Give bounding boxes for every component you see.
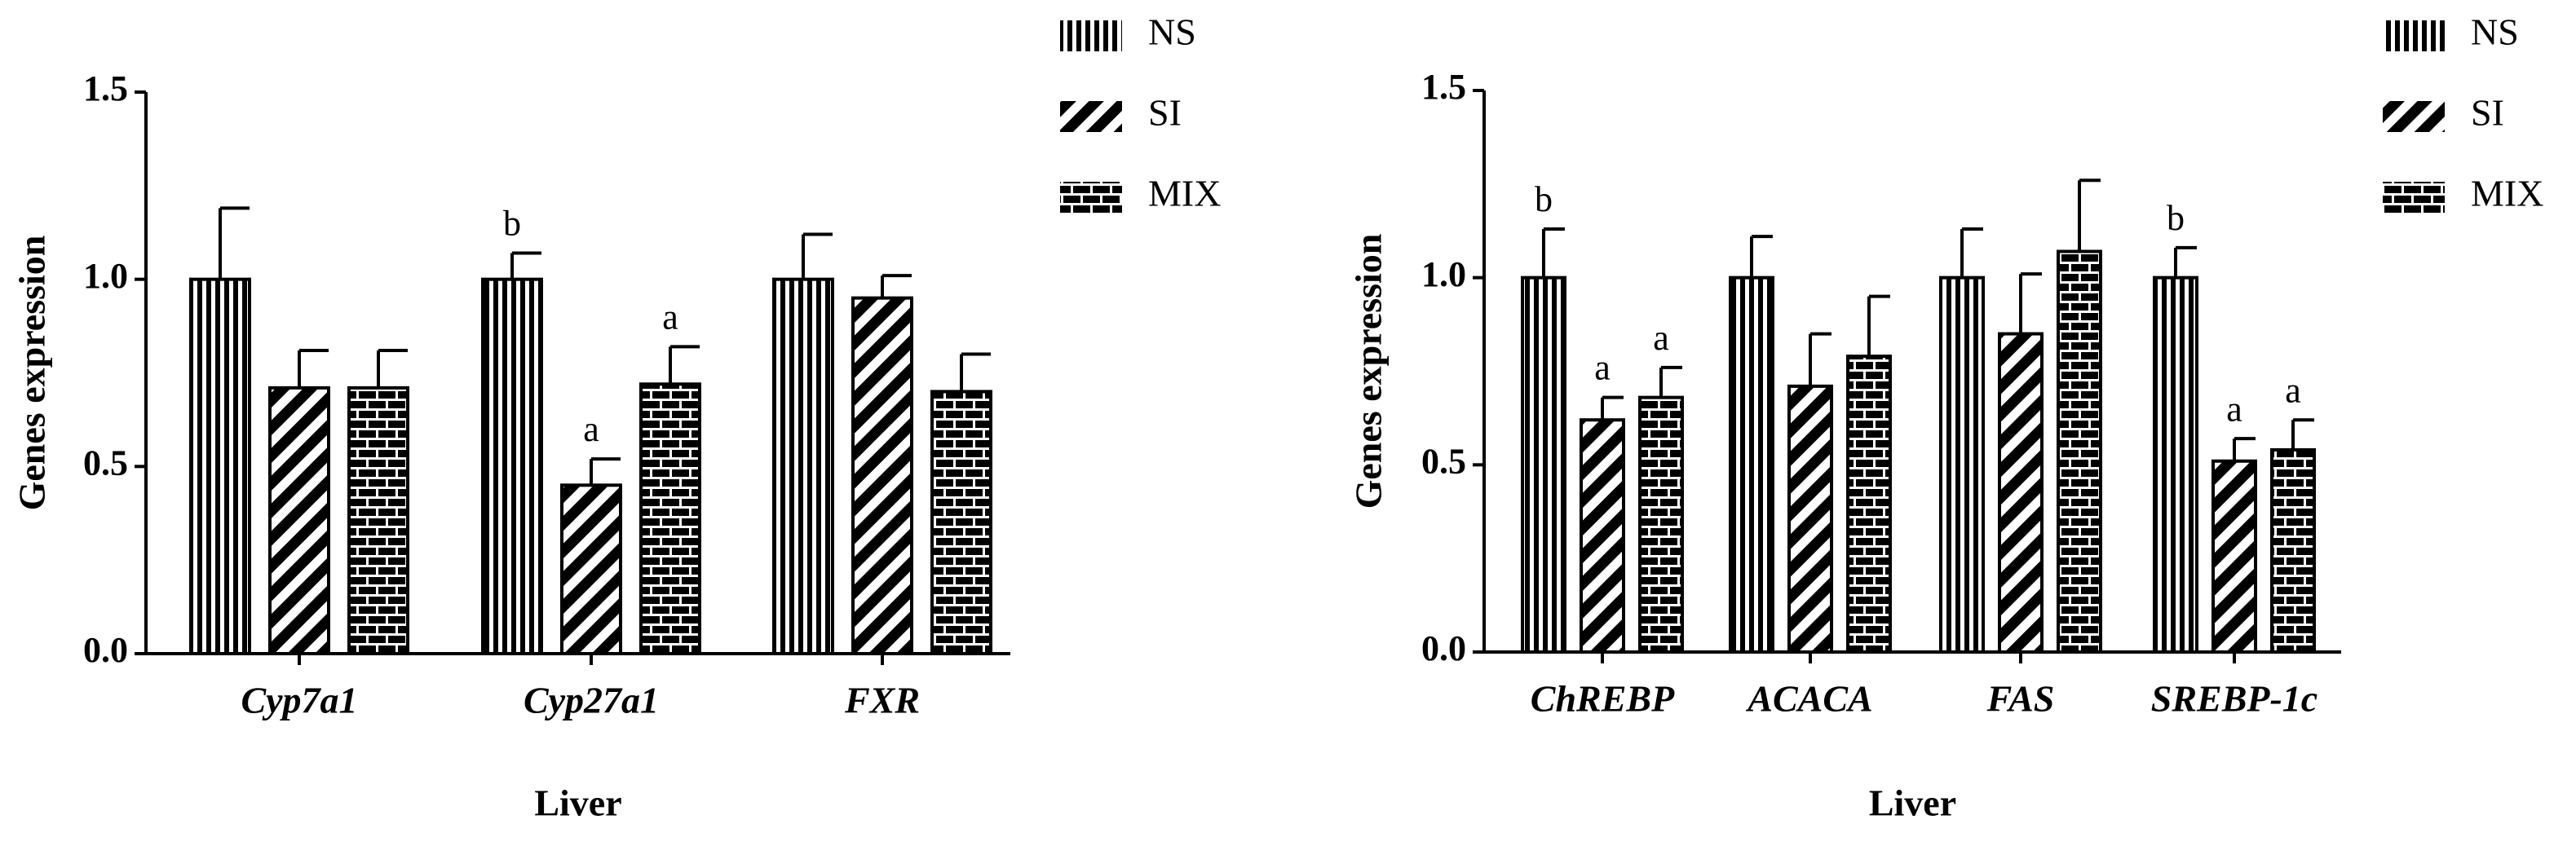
y-tick-label: 0.5: [83, 443, 128, 482]
legend-swatch: [2383, 182, 2445, 213]
bar: [347, 386, 409, 655]
y-tick-label: 1.5: [83, 68, 128, 108]
error-bar: [219, 206, 250, 280]
significance-label: a: [583, 409, 599, 449]
bar: [2211, 459, 2257, 654]
legend-swatch: [1060, 182, 1122, 213]
x-tick-label: FAS: [1986, 678, 2055, 720]
x-tick-label: Cyp27a1: [524, 680, 659, 721]
x-tick-label: ACACA: [1745, 678, 1872, 720]
significance-label: b: [503, 204, 521, 244]
bar: [2153, 275, 2198, 654]
error-bar: [510, 251, 541, 280]
error-bar: [377, 348, 408, 388]
error-bar: [590, 457, 621, 486]
bar: [1787, 384, 1833, 654]
significance-label: a: [1653, 318, 1669, 358]
error-bar: [960, 352, 991, 392]
bar: [1729, 275, 1774, 654]
error-bar: [2019, 272, 2042, 334]
x-tick-label: FXR: [844, 680, 920, 721]
legend-label: MIX: [1148, 173, 1221, 214]
legend-swatch: [2383, 20, 2445, 51]
bar: [851, 296, 913, 655]
error-bar: [2233, 437, 2256, 461]
error-bar: [1750, 235, 1773, 278]
error-bar: [802, 232, 833, 280]
y-tick-label: 0.0: [1421, 628, 1466, 668]
bar: [268, 386, 330, 655]
y-axis-title: Genes expression: [11, 236, 53, 511]
y-tick-label: 1.0: [83, 256, 128, 296]
legend-swatch: [1060, 101, 1122, 132]
error-bar: [2174, 245, 2197, 278]
error-bar: [2078, 178, 2101, 252]
bar: [1580, 418, 1625, 654]
legend-label: SI: [2471, 92, 2504, 134]
bar: [639, 382, 701, 655]
bar: [189, 277, 251, 655]
bar: [1521, 275, 1566, 654]
error-bar: [1542, 227, 1565, 278]
bar: [1846, 355, 1892, 654]
error-bar: [1867, 294, 1890, 357]
error-bar: [881, 274, 912, 298]
x-axis-title: Liver: [534, 782, 621, 824]
legend-label: MIX: [2471, 173, 2543, 214]
bar: [2057, 249, 2102, 654]
significance-label: b: [1535, 179, 1553, 219]
y-tick-label: 0.5: [1421, 441, 1466, 481]
bar: [1998, 332, 2044, 654]
legend-label: SI: [1148, 92, 1182, 134]
error-bar: [1809, 332, 1831, 386]
x-tick-label: Cyp7a1: [241, 680, 357, 721]
x-tick-label: SREBP-1c: [2151, 678, 2318, 720]
bar: [2270, 447, 2316, 654]
bar: [772, 277, 834, 655]
x-axis-title: Liver: [1869, 782, 1956, 824]
error-bar: [1601, 395, 1624, 421]
significance-label: a: [1594, 348, 1611, 388]
error-bar: [298, 348, 329, 388]
x-tick-label: ChREBP: [1531, 678, 1675, 720]
bar: [930, 390, 992, 655]
legend-label: NS: [1148, 11, 1196, 53]
significance-label: a: [2226, 389, 2242, 429]
error-bar: [1960, 227, 1983, 278]
error-bar: [669, 345, 700, 385]
bar: [1638, 395, 1684, 654]
y-tick-label: 1.5: [1421, 67, 1466, 107]
legend-label: NS: [2471, 11, 2519, 53]
error-bar: [1659, 365, 1682, 398]
significance-label: b: [2167, 198, 2185, 238]
legend-swatch: [1060, 20, 1122, 51]
y-tick-label: 1.0: [1421, 254, 1466, 294]
significance-label: a: [2285, 370, 2301, 410]
error-bar: [2291, 418, 2314, 450]
bar: [560, 483, 622, 655]
bar: [481, 277, 543, 655]
legend-swatch: [2383, 101, 2445, 132]
y-tick-label: 0.0: [83, 630, 128, 670]
significance-label: a: [662, 297, 678, 337]
y-axis-title: Genes expression: [1348, 234, 1390, 509]
bar: [1939, 275, 1985, 654]
